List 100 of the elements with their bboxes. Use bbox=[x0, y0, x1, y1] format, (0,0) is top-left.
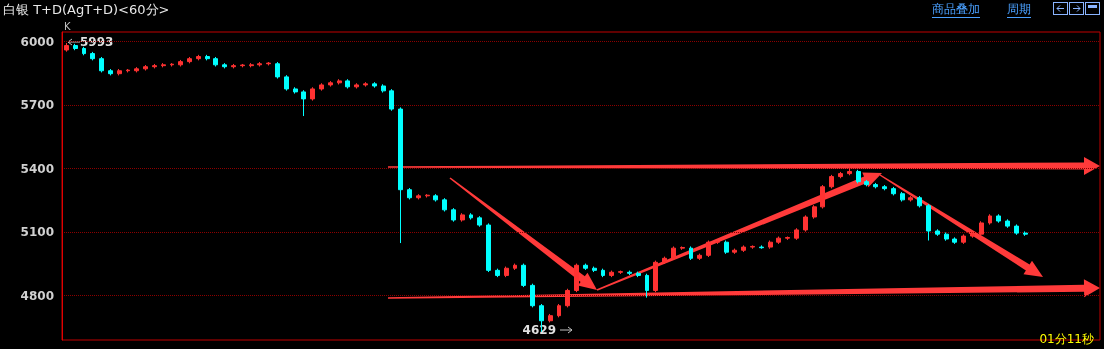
candlestick bbox=[618, 270, 623, 275]
candlestick bbox=[565, 288, 570, 308]
candlestick bbox=[601, 268, 605, 278]
candlestick bbox=[662, 256, 667, 265]
candlestick bbox=[750, 244, 755, 250]
candlestick bbox=[864, 179, 869, 187]
candlestick bbox=[222, 62, 227, 69]
candlestick bbox=[583, 263, 588, 271]
candlestick bbox=[732, 248, 737, 255]
candlestick bbox=[381, 83, 386, 94]
candlestick bbox=[301, 89, 306, 117]
candlestick bbox=[776, 235, 781, 245]
candlestick bbox=[187, 56, 192, 64]
candlestick bbox=[240, 63, 245, 68]
candlestick bbox=[557, 303, 561, 318]
candlestick bbox=[829, 174, 834, 189]
candlestick bbox=[856, 169, 861, 184]
candlestick bbox=[310, 86, 315, 102]
candlestick bbox=[257, 61, 262, 67]
candlestick bbox=[970, 231, 975, 239]
candlestick bbox=[979, 220, 984, 237]
y-tick-label: 5100 bbox=[20, 225, 54, 240]
text: 周期 bbox=[1007, 2, 1031, 16]
candlestick bbox=[917, 195, 922, 208]
candlestick bbox=[407, 187, 412, 200]
candlestick bbox=[803, 214, 808, 233]
candlestick bbox=[592, 266, 597, 273]
candlestick bbox=[609, 270, 614, 278]
candlestick bbox=[205, 54, 210, 61]
annotation: 4629 bbox=[522, 323, 557, 337]
candlestick bbox=[64, 42, 69, 53]
candlestick bbox=[926, 203, 931, 242]
candlestick bbox=[521, 263, 526, 288]
candlestick bbox=[99, 56, 104, 73]
candlestick bbox=[574, 263, 579, 293]
candlestick bbox=[134, 66, 139, 73]
candlestick bbox=[143, 64, 148, 72]
candlestick bbox=[126, 68, 130, 73]
candlestick bbox=[996, 213, 1001, 224]
candlestick bbox=[108, 68, 113, 76]
candlestick bbox=[952, 236, 957, 245]
candlestick bbox=[477, 215, 482, 228]
chart-title: 白银 T+D(AgT+D)<60分> bbox=[3, 2, 170, 17]
candlestick bbox=[645, 273, 649, 299]
candlestick bbox=[697, 253, 702, 261]
candlestick bbox=[213, 56, 218, 67]
candlestick bbox=[900, 191, 905, 203]
candlestick bbox=[706, 240, 711, 258]
candlestick bbox=[152, 63, 157, 69]
text: 商品叠加 bbox=[932, 2, 980, 16]
candlestick bbox=[504, 266, 509, 278]
candlestick bbox=[988, 213, 992, 226]
candlestick bbox=[908, 195, 913, 203]
candlestick bbox=[442, 197, 447, 213]
candlestick bbox=[671, 245, 676, 261]
candlestick bbox=[178, 59, 183, 67]
candlestick bbox=[1023, 230, 1028, 237]
candlestick bbox=[768, 240, 773, 250]
candlestick bbox=[961, 233, 966, 245]
candlestick bbox=[293, 86, 298, 95]
candlestick bbox=[812, 204, 817, 220]
candlestick bbox=[73, 43, 78, 51]
annotation: 01分11秒 bbox=[1039, 332, 1095, 346]
candlestick bbox=[882, 184, 887, 191]
candlestick bbox=[935, 228, 940, 237]
y-tick-label: 6000 bbox=[20, 34, 54, 49]
candlestick bbox=[469, 212, 473, 221]
candlestick bbox=[275, 61, 280, 80]
candlestick bbox=[337, 78, 342, 85]
candlestick bbox=[170, 62, 174, 67]
candlestick bbox=[389, 88, 394, 112]
candlestick bbox=[873, 182, 878, 189]
candlestick bbox=[680, 245, 685, 251]
candlestick bbox=[944, 231, 949, 242]
candlestick bbox=[363, 81, 368, 88]
candlestick bbox=[372, 81, 377, 89]
candlestick bbox=[416, 193, 421, 200]
candlestick bbox=[785, 235, 790, 241]
candlestick bbox=[627, 270, 632, 276]
candlestick bbox=[715, 240, 720, 245]
candlestick bbox=[486, 222, 491, 273]
candlestick bbox=[513, 263, 517, 271]
candlestick bbox=[345, 78, 350, 90]
candlestick bbox=[689, 245, 693, 261]
candlestick bbox=[82, 46, 86, 56]
candlestick bbox=[838, 171, 843, 179]
candlestick bbox=[847, 165, 852, 176]
candlestick bbox=[433, 193, 438, 203]
y-tick-label: 5400 bbox=[20, 161, 54, 176]
candlestick bbox=[495, 268, 500, 278]
candlestick bbox=[724, 240, 729, 255]
candlestick bbox=[161, 62, 166, 68]
candlestick bbox=[548, 313, 553, 323]
candlestick bbox=[196, 54, 201, 61]
candlestick bbox=[231, 63, 236, 69]
candlestick bbox=[1014, 223, 1019, 236]
text: K bbox=[64, 20, 71, 32]
candlestick bbox=[284, 74, 289, 92]
candlestick bbox=[653, 260, 658, 293]
candlestick bbox=[530, 283, 535, 308]
